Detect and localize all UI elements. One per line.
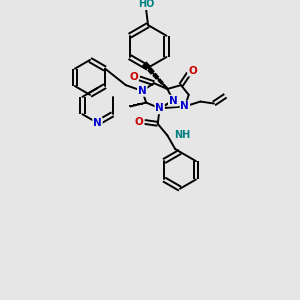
Text: N: N (169, 96, 178, 106)
Text: N: N (181, 101, 189, 111)
Text: N: N (93, 118, 102, 128)
Text: N: N (138, 86, 147, 96)
Text: N: N (155, 103, 164, 113)
Text: NH: NH (174, 130, 190, 140)
Text: O: O (129, 72, 138, 82)
Text: O: O (135, 117, 144, 127)
Text: O: O (188, 66, 197, 76)
Text: HO: HO (138, 0, 154, 9)
